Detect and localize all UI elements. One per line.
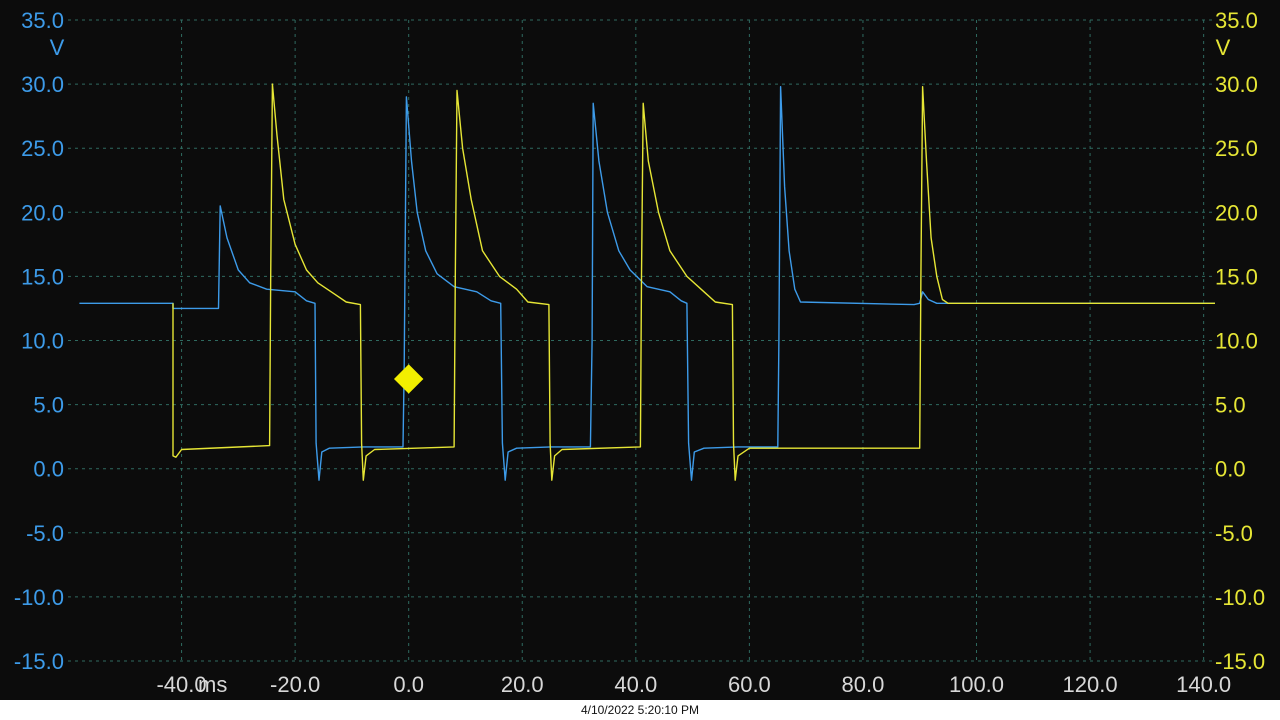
capture-timestamp: 4/10/2022 5:20:10 PM: [0, 700, 1280, 720]
oscilloscope-plot: 35.0 30.0 25.0 20.0 15.0 10.0 5.0 0.0 -5.0 -10.0 -…: [14, 8, 1265, 697]
left-y-tick-label: 30.0: [21, 72, 64, 97]
left-y-tick-label: 35.0: [21, 8, 64, 33]
left-y-tick-label: 10.0: [21, 329, 64, 354]
right-y-tick-label: -5.0: [1215, 521, 1253, 546]
x-tick-label: -40.0: [156, 672, 206, 697]
trigger-marker: [393, 364, 424, 394]
trigger-layer: [393, 364, 424, 394]
x-tick-label: 40.0: [614, 672, 657, 697]
x-tick-label: 60.0: [728, 672, 771, 697]
right-y-tick-label: 0.0: [1215, 457, 1246, 482]
left-y-tick-label: -10.0: [14, 585, 64, 610]
left-y-tick-label: 0.0: [33, 457, 64, 482]
right-y-tick-label: 5.0: [1215, 393, 1246, 418]
left-y-tick-label: 20.0: [21, 200, 64, 225]
right-y-tick-label: 10.0: [1215, 329, 1258, 354]
right-y-tick-label: -15.0: [1215, 649, 1265, 674]
x-tick-label: 80.0: [842, 672, 885, 697]
right-y-tick-label: 35.0: [1215, 8, 1258, 33]
axis-ticks: 35.0 30.0 25.0 20.0 15.0 10.0 5.0 0.0 -5.0 -10.0 -…: [14, 8, 1265, 697]
right-y-tick-label: 20.0: [1215, 200, 1258, 225]
right-y-tick-label: 15.0: [1215, 264, 1258, 289]
right-y-tick-label: -10.0: [1215, 585, 1265, 610]
left-y-tick-label: 5.0: [33, 393, 64, 418]
channel-b-trace: [172, 83, 1215, 481]
right-y-tick-label: 25.0: [1215, 136, 1258, 161]
x-tick-label: -20.0: [270, 672, 320, 697]
left-y-tick-label: 25.0: [21, 136, 64, 161]
left-y-tick-label: -5.0: [26, 521, 64, 546]
left-y-tick-label: 15.0: [21, 264, 64, 289]
right-y-tick-label: 30.0: [1215, 72, 1258, 97]
x-tick-label: 120.0: [1063, 672, 1118, 697]
x-tick-label: 100.0: [949, 672, 1004, 697]
x-tick-label: 0.0: [393, 672, 424, 697]
channel-a-trace: [79, 85, 1215, 481]
x-axis-unit: ms: [198, 672, 227, 697]
waveforms: [79, 83, 1215, 481]
left-axis-unit: V: [50, 35, 65, 60]
left-y-tick-label: -15.0: [14, 649, 64, 674]
right-axis-unit: V: [1216, 35, 1231, 60]
x-tick-label: 140.0: [1176, 672, 1231, 697]
x-tick-label: 20.0: [501, 672, 544, 697]
